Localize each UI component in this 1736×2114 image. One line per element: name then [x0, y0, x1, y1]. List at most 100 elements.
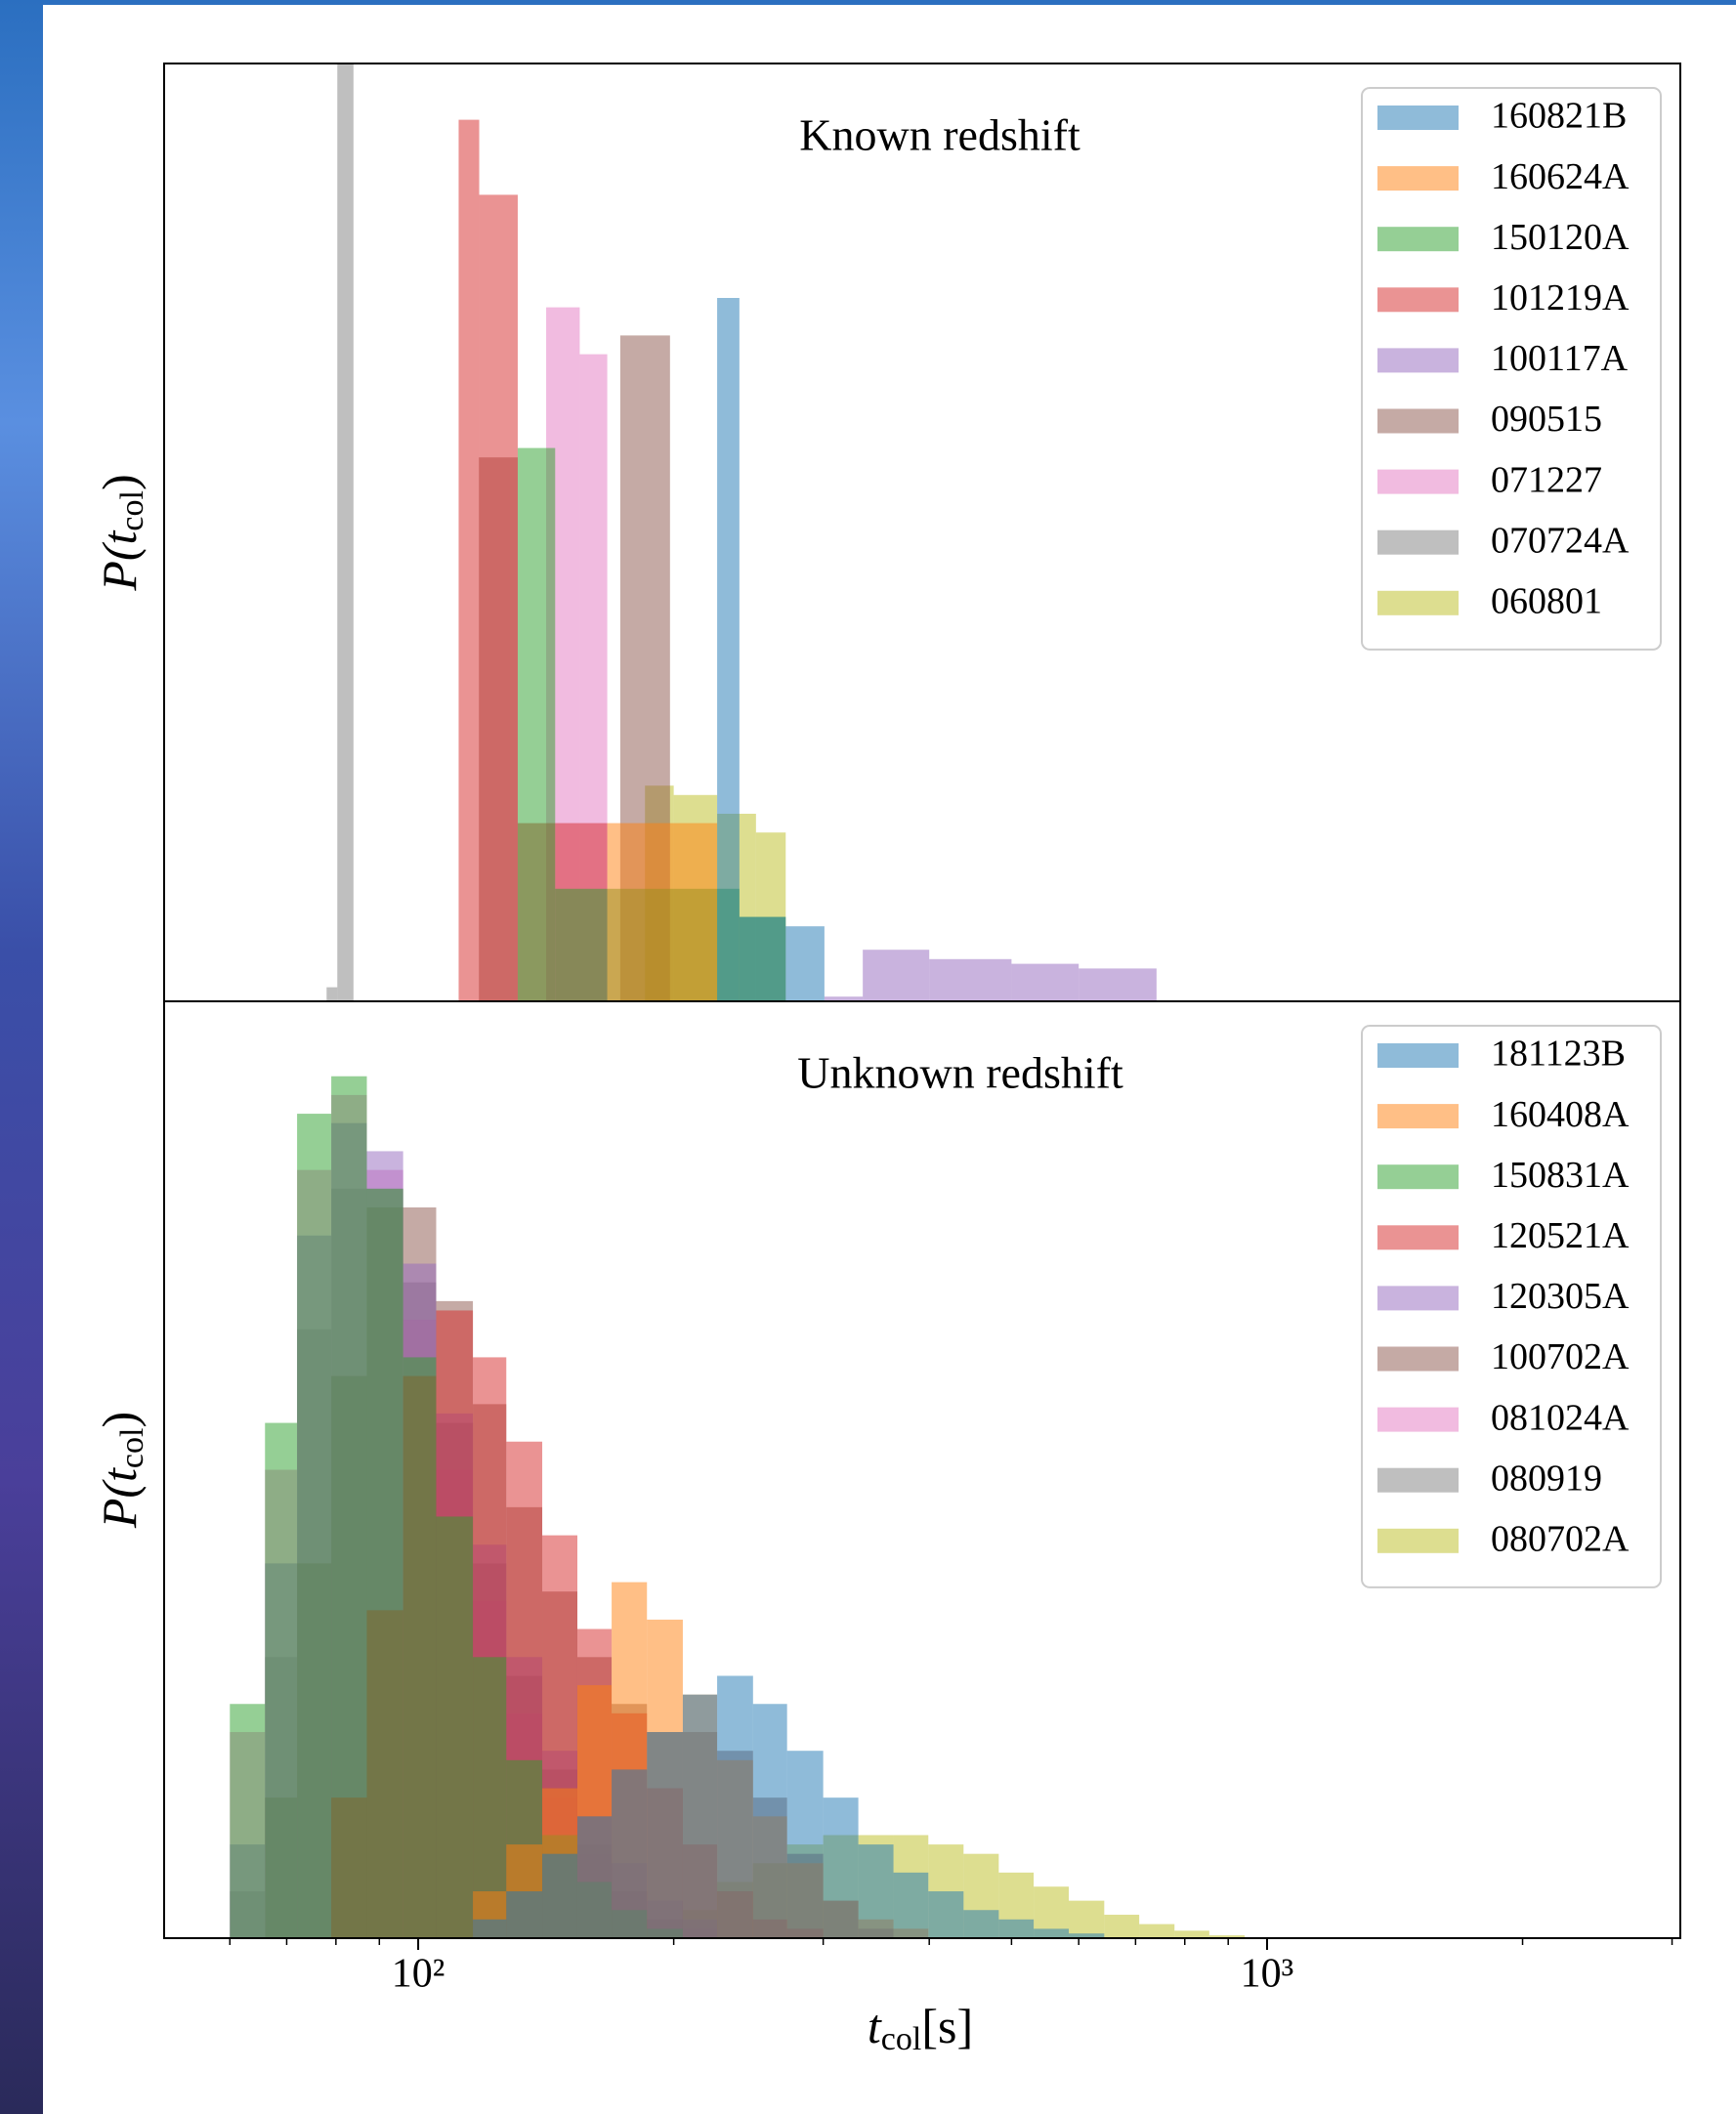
- hist-bar: [517, 447, 556, 1001]
- legend-label: 090515: [1491, 399, 1602, 440]
- label-end: [s]: [921, 1999, 973, 2053]
- panel-title: Known redshift: [799, 110, 1080, 160]
- legend-label: 100117A: [1491, 338, 1629, 379]
- hist-bar: [1079, 968, 1157, 1001]
- hist-bar: [331, 1076, 367, 1938]
- label-main: P(t: [92, 529, 147, 591]
- hist-bar: [717, 1675, 753, 1938]
- legend-swatch: [1377, 1104, 1459, 1129]
- hist-bar: [337, 63, 354, 1001]
- hist-bar: [542, 1853, 577, 1938]
- hist-bar: [326, 987, 338, 1001]
- legend-label: 160408A: [1491, 1094, 1630, 1135]
- hist-bar: [785, 926, 825, 1001]
- legend-swatch: [1377, 1407, 1459, 1432]
- hist-bar: [1174, 1930, 1209, 1938]
- legend-label: 181123B: [1491, 1034, 1626, 1075]
- legend-swatch: [1377, 1286, 1459, 1311]
- hist-bar: [366, 1188, 403, 1938]
- label-end: ): [92, 1412, 147, 1428]
- hist-bar: [297, 1114, 332, 1938]
- hist-bar: [929, 958, 1012, 1001]
- legend-label: 120305A: [1491, 1276, 1630, 1317]
- hist-bar: [576, 1816, 613, 1938]
- hist-bar: [752, 1704, 787, 1938]
- label-subscript: col: [881, 2021, 922, 2057]
- panel-title: Unknown redshift: [797, 1048, 1123, 1098]
- axis-label: tcol[s]: [868, 1999, 973, 2056]
- hist-bar: [863, 950, 930, 1001]
- legend-label: 150120A: [1491, 217, 1630, 258]
- hist-bar: [824, 996, 864, 1001]
- hist-bar: [230, 1704, 266, 1938]
- hist-bar: [1069, 1933, 1105, 1938]
- legend-label: 081024A: [1491, 1397, 1630, 1438]
- legend-swatch: [1377, 1467, 1459, 1493]
- hist-bar: [682, 1694, 718, 1938]
- hist-bar: [436, 1516, 474, 1938]
- plot-area: [326, 63, 1157, 1001]
- hist-bar: [1034, 1928, 1070, 1938]
- hist-bar: [1104, 1915, 1140, 1938]
- legend-label: 080702A: [1491, 1519, 1630, 1560]
- legend-swatch: [1377, 166, 1459, 191]
- x-tick-label: 10³: [1241, 1952, 1294, 1997]
- axis-label: P(tcol): [92, 1412, 149, 1529]
- hist-bar: [739, 916, 786, 1001]
- hist-bar: [786, 1751, 824, 1938]
- hist-bar: [858, 1844, 894, 1938]
- hist-bar: [1139, 1924, 1175, 1938]
- legend-swatch: [1377, 106, 1459, 130]
- hist-bar: [607, 823, 718, 1001]
- legend-label: 160624A: [1491, 156, 1630, 197]
- legend-swatch: [1377, 227, 1459, 252]
- legend-swatch: [1377, 1164, 1459, 1190]
- legend-swatch: [1377, 1225, 1459, 1250]
- hist-bar: [963, 1910, 999, 1938]
- axes-frame: [163, 1000, 1681, 1939]
- legend-label: 070724A: [1491, 520, 1630, 561]
- legend-label: 060801: [1491, 581, 1602, 622]
- legend-label: 071227: [1491, 459, 1602, 500]
- legend-label: 160821B: [1491, 96, 1627, 137]
- label-subscript: col: [114, 1428, 150, 1469]
- legend-swatch: [1377, 408, 1459, 434]
- legend-label: 150831A: [1491, 1155, 1630, 1196]
- hist-bar: [893, 1872, 929, 1938]
- legend-swatch: [1377, 529, 1459, 555]
- legend-label: 101219A: [1491, 277, 1630, 318]
- legend-swatch: [1377, 1346, 1459, 1372]
- hist-bar: [1011, 963, 1080, 1001]
- hist-bar: [402, 1357, 437, 1938]
- hist-bar: [265, 1422, 298, 1938]
- label-main: t: [868, 1999, 882, 2053]
- legend-label: 120521A: [1491, 1215, 1630, 1256]
- plot-area: [230, 1076, 1280, 1938]
- label-subscript: col: [114, 490, 150, 531]
- legend-swatch: [1377, 287, 1459, 313]
- legend-swatch: [1377, 469, 1459, 494]
- hist-bar: [479, 194, 518, 1001]
- hist-bar: [998, 1919, 1035, 1938]
- hist-bar: [1069, 1900, 1105, 1938]
- legend-swatch: [1377, 1528, 1459, 1553]
- label-main: P(t: [92, 1467, 147, 1529]
- hist-bar: [647, 1732, 683, 1938]
- hist-bar: [458, 119, 480, 1001]
- legend-swatch: [1377, 1043, 1459, 1068]
- legend-label: 080919: [1491, 1458, 1602, 1499]
- hist-bar: [612, 1769, 648, 1938]
- hist-bar: [1208, 1935, 1246, 1938]
- legend-swatch: [1377, 590, 1459, 615]
- x-tick-label: 10²: [392, 1952, 445, 1997]
- axis-label: P(tcol): [92, 474, 149, 591]
- hist-bar: [928, 1891, 964, 1938]
- legend-swatch: [1377, 348, 1459, 373]
- hist-bar: [506, 1891, 543, 1938]
- hist-bar: [823, 1797, 859, 1938]
- label-end: ): [92, 474, 147, 490]
- legend-label: 100702A: [1491, 1336, 1630, 1377]
- hist-bar: [473, 1919, 507, 1938]
